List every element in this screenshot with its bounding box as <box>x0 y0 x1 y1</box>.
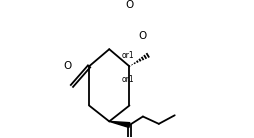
Text: O: O <box>138 31 146 41</box>
Text: O: O <box>125 0 134 10</box>
Polygon shape <box>109 121 130 128</box>
Text: or1: or1 <box>121 75 134 84</box>
Text: or1: or1 <box>121 51 134 60</box>
Text: O: O <box>63 61 71 71</box>
